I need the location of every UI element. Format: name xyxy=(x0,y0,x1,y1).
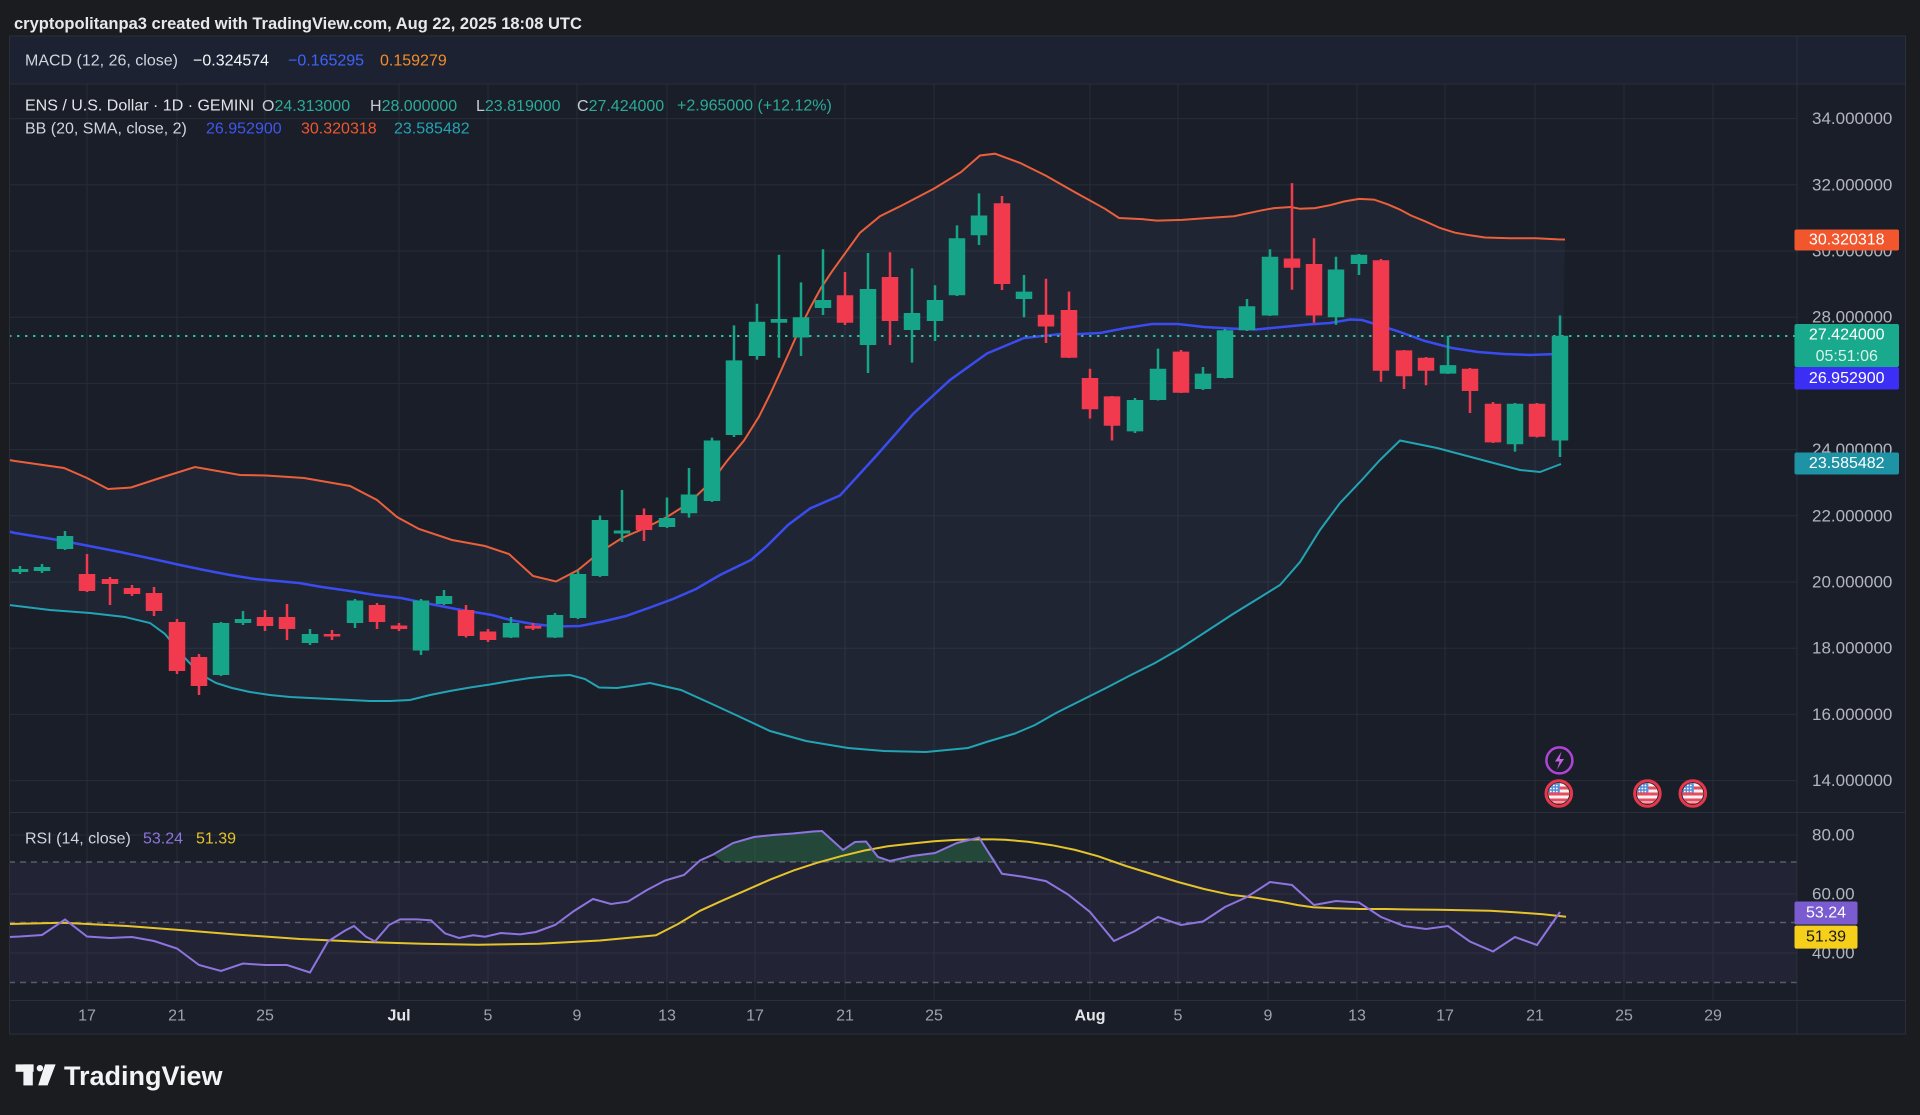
svg-text:L23.819000: L23.819000 xyxy=(476,98,561,115)
svg-text:14.000000: 14.000000 xyxy=(1812,771,1892,790)
svg-text:22.000000: 22.000000 xyxy=(1812,506,1892,525)
svg-text:cryptopolitanpa3 created with: cryptopolitanpa3 created with TradingVie… xyxy=(14,15,582,33)
svg-text:23.585482: 23.585482 xyxy=(394,121,470,138)
svg-text:21: 21 xyxy=(168,1008,186,1025)
svg-text:60.00: 60.00 xyxy=(1812,885,1855,904)
svg-text:53.24: 53.24 xyxy=(143,831,183,848)
svg-text:18.000000: 18.000000 xyxy=(1812,639,1892,658)
svg-text:0.159279: 0.159279 xyxy=(380,53,447,70)
svg-text:RSI (14, close): RSI (14, close) xyxy=(25,831,131,848)
svg-text:27.424000: 27.424000 xyxy=(1809,326,1885,343)
svg-text:05:51:06: 05:51:06 xyxy=(1816,348,1878,365)
svg-text:5: 5 xyxy=(1174,1008,1183,1025)
svg-text:5: 5 xyxy=(484,1008,493,1025)
svg-text:29: 29 xyxy=(1704,1008,1722,1025)
svg-text:9: 9 xyxy=(1264,1008,1273,1025)
svg-text:21: 21 xyxy=(1526,1008,1544,1025)
svg-text:MACD (12, 26, close): MACD (12, 26, close) xyxy=(25,53,178,70)
svg-text:9: 9 xyxy=(573,1008,582,1025)
svg-text:ENS / U.S. Dollar · 1D · GEMIN: ENS / U.S. Dollar · 1D · GEMINI xyxy=(25,98,254,115)
svg-text:51.39: 51.39 xyxy=(196,831,236,848)
svg-text:−0.165295: −0.165295 xyxy=(288,53,364,70)
svg-text:53.24: 53.24 xyxy=(1806,905,1846,922)
svg-text:17: 17 xyxy=(746,1008,764,1025)
svg-text:13: 13 xyxy=(1348,1008,1366,1025)
svg-text:23.585482: 23.585482 xyxy=(1809,455,1885,472)
svg-text:13: 13 xyxy=(658,1008,676,1025)
svg-text:25: 25 xyxy=(256,1008,274,1025)
svg-text:20.000000: 20.000000 xyxy=(1812,573,1892,592)
svg-text:Jul: Jul xyxy=(387,1008,410,1025)
svg-text:21: 21 xyxy=(836,1008,854,1025)
svg-text:30.320318: 30.320318 xyxy=(1809,232,1885,249)
svg-text:80.00: 80.00 xyxy=(1812,826,1855,845)
svg-text:32.000000: 32.000000 xyxy=(1812,175,1892,194)
svg-text:28.000000: 28.000000 xyxy=(1812,308,1892,327)
svg-text:−0.324574: −0.324574 xyxy=(193,53,269,70)
svg-text:H28.000000: H28.000000 xyxy=(370,98,457,115)
svg-text:TradingView: TradingView xyxy=(64,1061,224,1091)
svg-text:26.952900: 26.952900 xyxy=(206,121,282,138)
svg-text:O24.313000: O24.313000 xyxy=(262,98,350,115)
svg-text:17: 17 xyxy=(78,1008,96,1025)
svg-text:34.000000: 34.000000 xyxy=(1812,109,1892,128)
svg-text:BB (20, SMA, close, 2): BB (20, SMA, close, 2) xyxy=(25,121,187,138)
svg-text:+2.965000 (+12.12%): +2.965000 (+12.12%) xyxy=(677,98,832,115)
svg-text:17: 17 xyxy=(1436,1008,1454,1025)
svg-text:51.39: 51.39 xyxy=(1806,929,1846,946)
svg-text:25: 25 xyxy=(925,1008,943,1025)
svg-text:30.320318: 30.320318 xyxy=(301,121,377,138)
svg-text:16.000000: 16.000000 xyxy=(1812,705,1892,724)
svg-text:25: 25 xyxy=(1615,1008,1633,1025)
svg-text:26.952900: 26.952900 xyxy=(1809,370,1885,387)
svg-text:Aug: Aug xyxy=(1074,1008,1105,1025)
svg-text:C27.424000: C27.424000 xyxy=(577,98,664,115)
